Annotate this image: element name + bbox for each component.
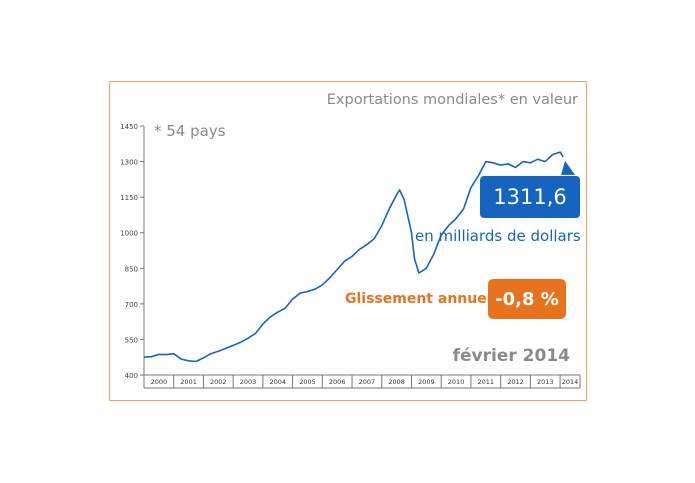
series-layer	[143, 151, 576, 363]
y-tick-label: 400	[125, 372, 138, 380]
x-tick-label: 2005	[299, 378, 316, 386]
value-pointer	[561, 160, 576, 175]
x-tick-label: 2013	[537, 378, 554, 386]
chart-title: Exportations mondiales* en valeur	[326, 92, 578, 108]
chart-frame: 400 550 700 850 1000 1150 1300 1450 2000 2001 200…	[109, 81, 587, 401]
x-tick-label: 2000	[151, 378, 168, 386]
period-label: février 2014	[452, 346, 570, 366]
x-axis: 2000 2001 2002 2003 2004 2005 2006 2007 2008 2009…	[143, 374, 581, 389]
yoy-value-badge: -0,8 %	[488, 279, 566, 319]
x-tick-label: 2011	[478, 378, 495, 386]
x-tick-label: 2012	[507, 378, 524, 386]
x-tick-label: 2006	[329, 378, 346, 386]
chart-note: * 54 pays	[154, 122, 226, 140]
x-tick-label: 2001	[180, 378, 197, 386]
x-tick-label: 2007	[359, 378, 376, 386]
x-tick-label: 2002	[210, 378, 227, 386]
y-tick-label: 1150	[120, 194, 138, 202]
y-tick-label: 850	[125, 265, 138, 273]
last-value-badge: 1311,6	[480, 176, 580, 218]
x-tick-label: 2014	[562, 378, 579, 386]
y-tick-label: 550	[125, 336, 138, 344]
y-tick-label: 1450	[120, 123, 138, 131]
y-tick-label: 1300	[120, 159, 138, 167]
x-tick-label: 2004	[269, 378, 286, 386]
unit-label: en milliards de dollars	[415, 227, 581, 245]
y-axis: 400 550 700 850 1000 1150 1300 1450	[120, 123, 145, 380]
x-tick-label: 2009	[418, 378, 435, 386]
y-tick-label: 700	[125, 301, 138, 309]
x-tick-label: 2003	[240, 378, 257, 386]
yoy-label: Glissement annuel	[345, 291, 492, 307]
x-tick-label: 2008	[388, 378, 405, 386]
x-tick-label: 2010	[448, 378, 465, 386]
y-tick-label: 1000	[120, 230, 138, 238]
series-line	[143, 151, 564, 363]
